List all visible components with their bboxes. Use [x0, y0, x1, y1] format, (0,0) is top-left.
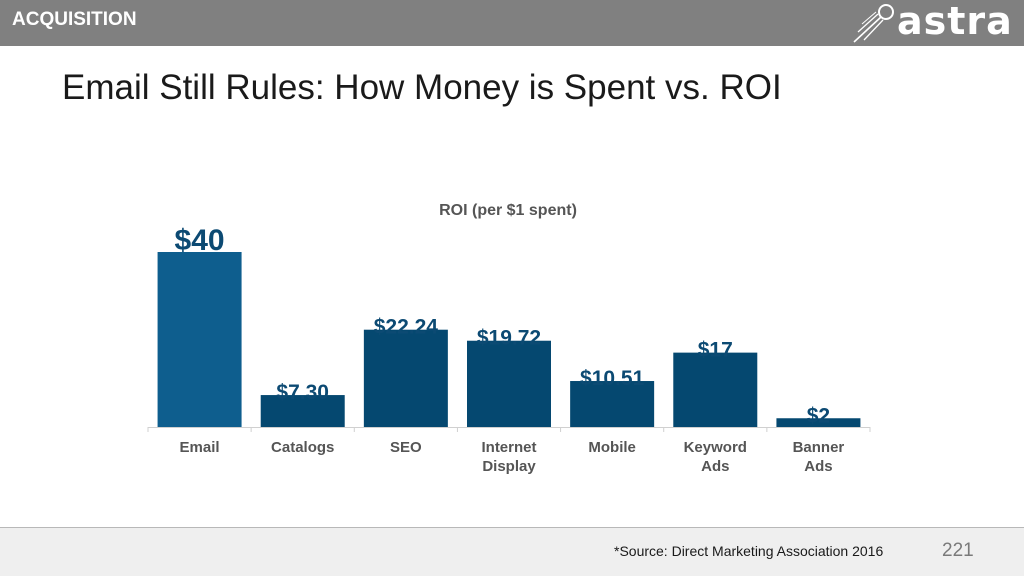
roi-bar-chart: ROI (per $1 spent) $40 Email $7.30 Catalogs $…	[147, 202, 871, 475]
section-label: ACQUISITION	[12, 9, 137, 30]
x-tick-label-1: Catalogs	[271, 439, 334, 456]
data-label-3: $19.72	[477, 327, 541, 350]
comet-icon	[853, 4, 894, 43]
footer: *Source: Direct Marketing Association 20…	[0, 528, 1024, 576]
x-tick-label-2: SEO	[390, 439, 422, 456]
bar-4	[570, 381, 655, 427]
data-label-0: $40	[175, 224, 225, 257]
source-note: *Source: Direct Marketing Association 20…	[614, 543, 884, 559]
chart-title: ROI (per $1 spent)	[439, 202, 577, 219]
data-label-5: $17	[698, 339, 733, 362]
roi-chart: ROI (per $1 spent) $40 Email $7.30 Catalogs $…	[140, 192, 880, 492]
x-tick-label-0: Email	[180, 439, 220, 456]
x-tick-label-4: Mobile	[588, 439, 636, 456]
x-tick-label-3: Internet Display	[481, 439, 536, 475]
bar-3	[467, 340, 551, 427]
data-label-1: $7.30	[276, 381, 329, 404]
x-tick-label-6: Banner Ads	[793, 439, 845, 475]
logo-text: astra	[897, 0, 1013, 43]
data-label-2: $22.24	[374, 316, 439, 339]
bar-0	[157, 252, 242, 427]
bar-6	[776, 418, 861, 427]
footer-divider	[0, 527, 1024, 528]
page-number: 221	[942, 540, 974, 561]
data-label-6: $2	[807, 404, 830, 427]
astra-logo: astra	[850, 0, 1020, 44]
bar-5	[673, 352, 758, 427]
header-bar: ACQUISITION astra	[0, 0, 1024, 46]
x-tick-label-5: Keyword Ads	[684, 439, 747, 475]
page-title: Email Still Rules: How Money is Spent vs…	[62, 68, 782, 107]
bar-1	[260, 395, 345, 427]
bar-2	[363, 329, 448, 427]
data-label-4: $10.51	[580, 367, 645, 390]
